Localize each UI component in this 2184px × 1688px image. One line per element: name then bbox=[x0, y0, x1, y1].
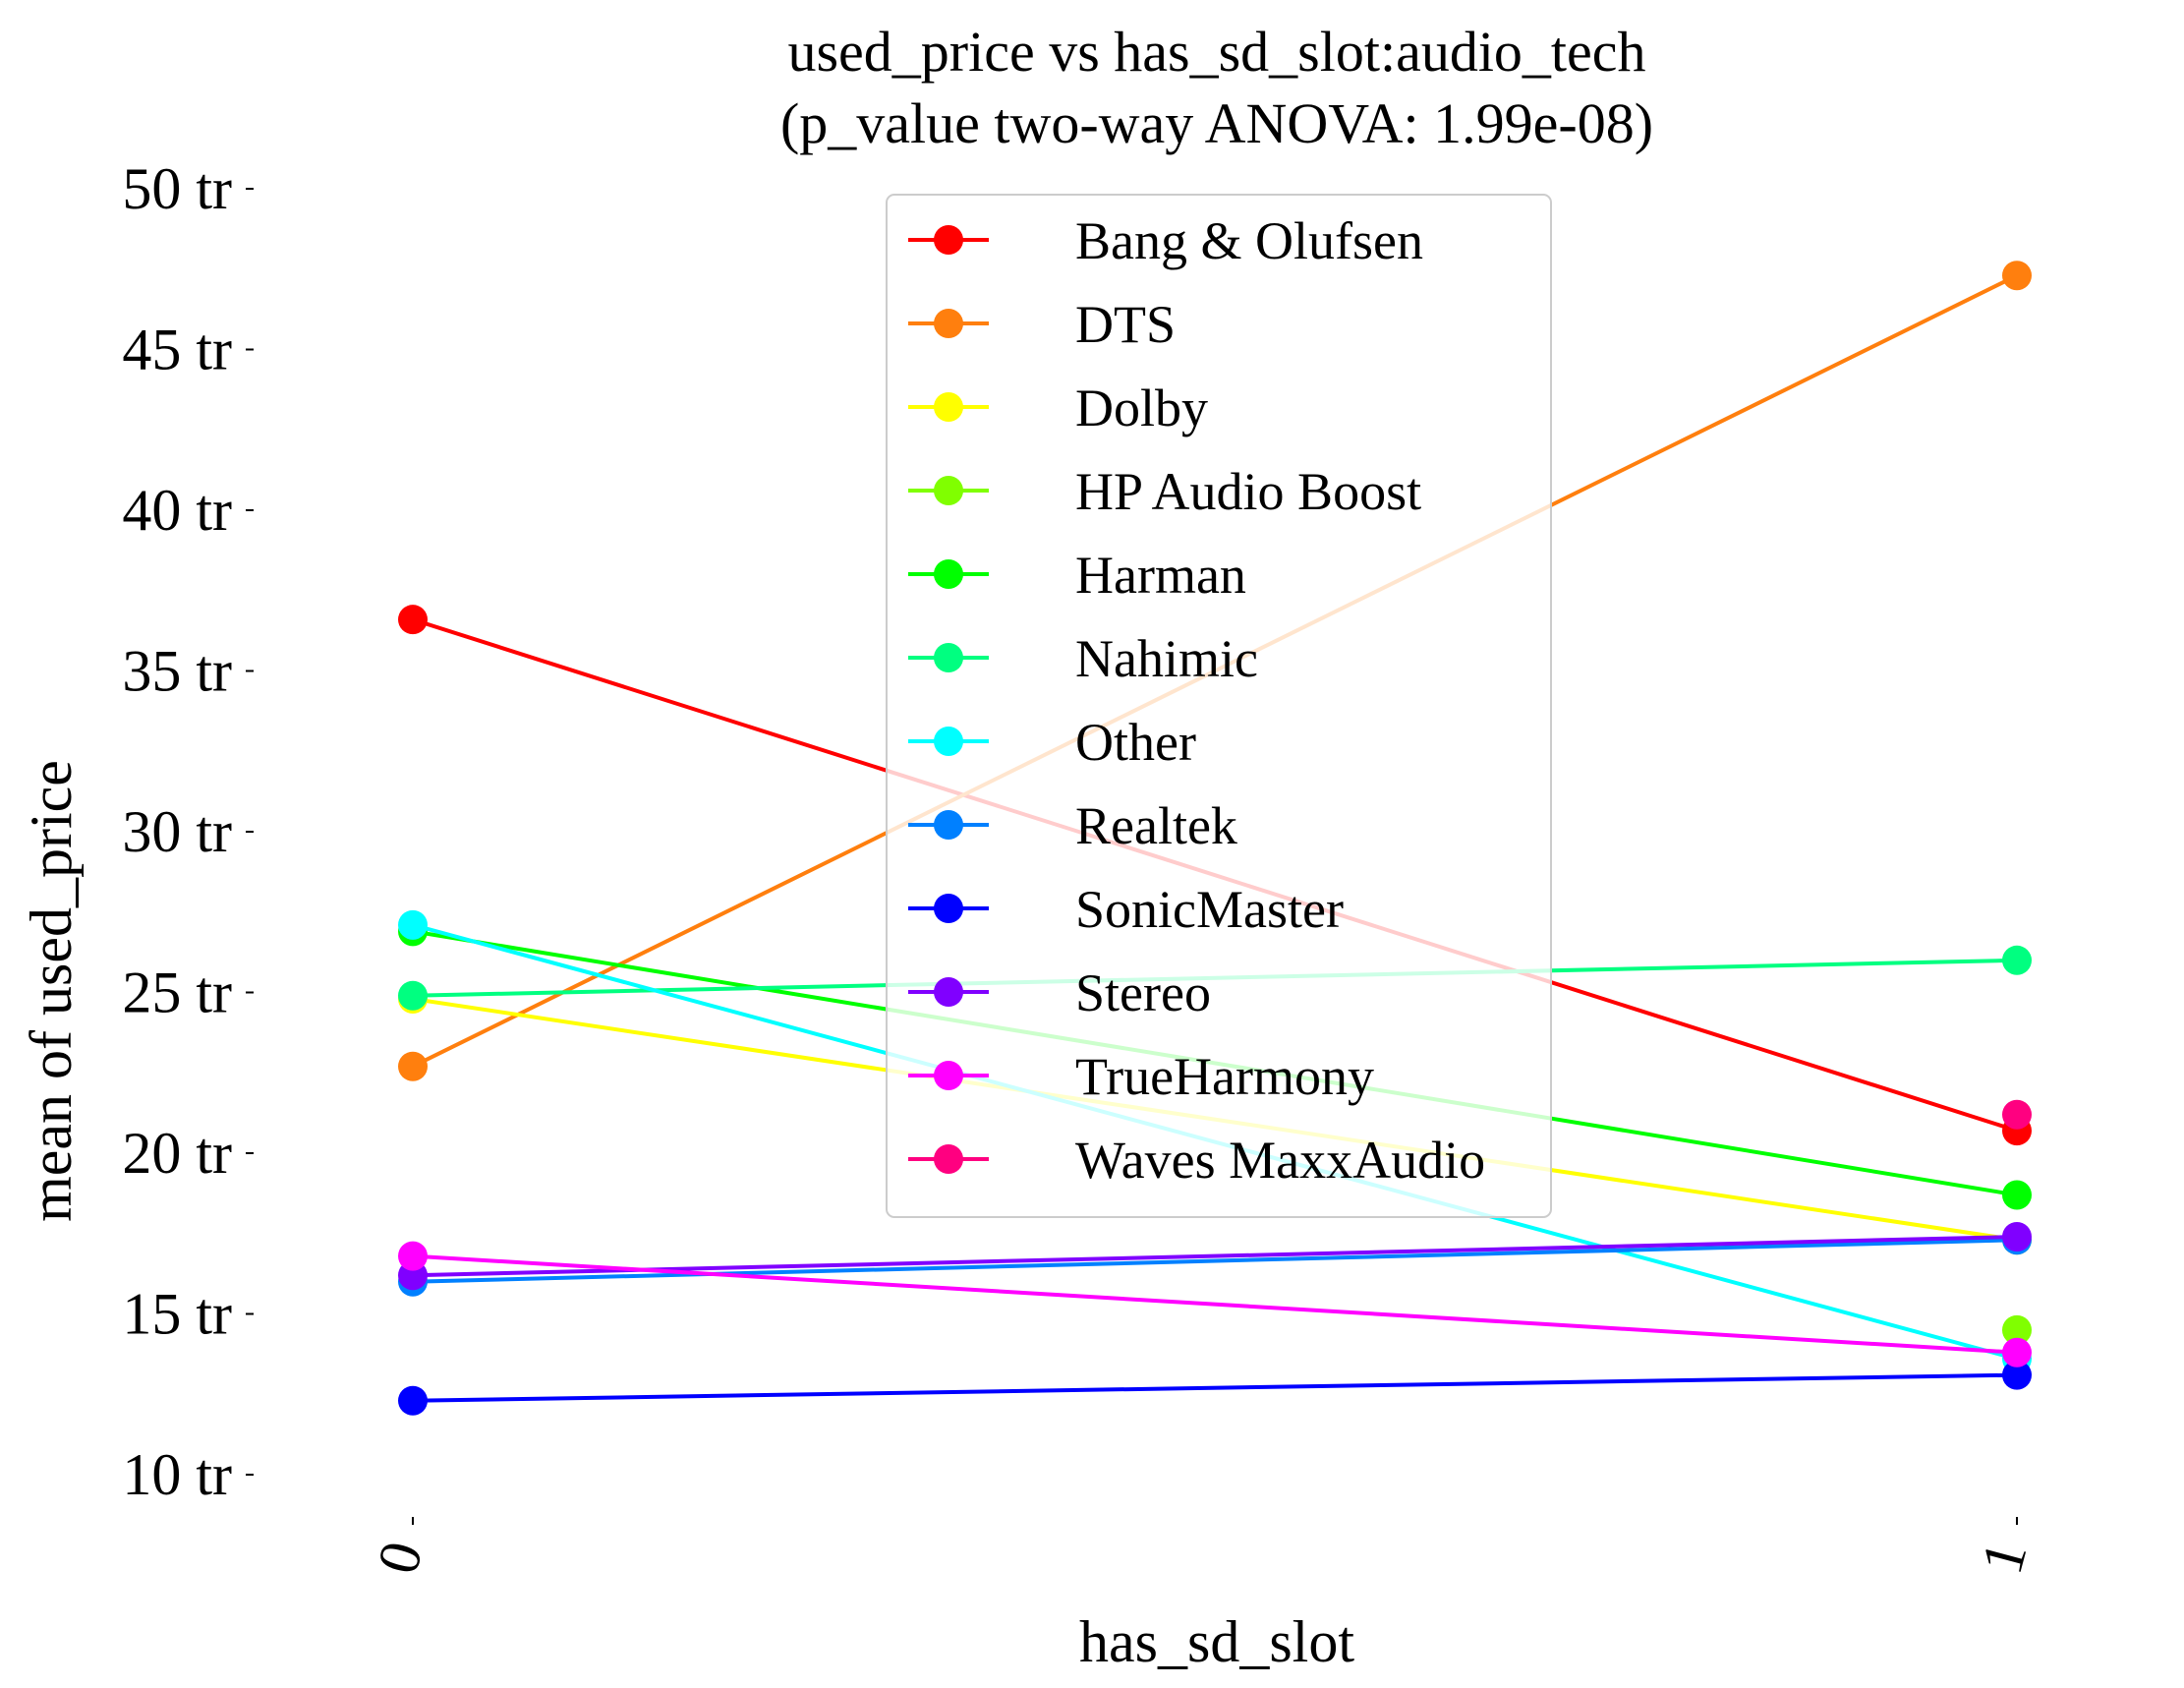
data-point bbox=[2002, 1337, 2032, 1368]
legend-marker bbox=[934, 1061, 963, 1090]
y-axis-label: mean of used_price bbox=[19, 760, 84, 1222]
legend-label: Other bbox=[1075, 713, 1196, 772]
legend-box bbox=[886, 194, 1552, 1218]
y-tick-label: 35 tr bbox=[122, 639, 232, 704]
legend-label: TrueHarmony bbox=[1075, 1047, 1374, 1106]
series-group bbox=[398, 1222, 2032, 1291]
series-group bbox=[2002, 1314, 2032, 1345]
legend-label: Waves MaxxAudio bbox=[1075, 1131, 1485, 1190]
data-point bbox=[398, 1241, 428, 1271]
legend-label: DTS bbox=[1075, 295, 1176, 354]
legend-label: HP Audio Boost bbox=[1075, 462, 1421, 521]
y-tick-label: 45 tr bbox=[122, 318, 232, 382]
data-point bbox=[2002, 1222, 2032, 1252]
data-point bbox=[398, 909, 428, 940]
data-point bbox=[2002, 261, 2032, 291]
legend-marker bbox=[934, 1144, 963, 1174]
series-line bbox=[412, 1372, 2018, 1403]
series-group bbox=[398, 1225, 2032, 1297]
legend-label: Stereo bbox=[1075, 963, 1211, 1022]
y-tick-label: 25 tr bbox=[122, 960, 232, 1025]
series-group bbox=[2002, 1099, 2032, 1130]
series-line bbox=[412, 1253, 2018, 1355]
legend-label: Dolby bbox=[1075, 378, 1208, 437]
data-point bbox=[398, 1051, 428, 1081]
y-tick-label: 40 tr bbox=[122, 478, 232, 543]
x-tick-label: 0 bbox=[365, 1535, 435, 1580]
legend: Bang & Olufsen DTS Dolby HP Audio Boost Harm… bbox=[886, 194, 1552, 1218]
y-tick-label: 50 tr bbox=[122, 156, 232, 221]
data-point bbox=[2002, 1314, 2032, 1345]
data-point bbox=[398, 605, 428, 635]
y-tick-label: 15 tr bbox=[122, 1282, 232, 1347]
data-point bbox=[398, 1385, 428, 1416]
legend-marker bbox=[934, 727, 963, 756]
legend-marker bbox=[934, 476, 963, 505]
x-axis-label: has_sd_slot bbox=[1079, 1609, 1354, 1674]
data-point bbox=[2002, 1099, 2032, 1130]
y-axis: 10 tr 15 tr 20 tr 25 tr 30 tr 35 tr 40 tr 45 tr… bbox=[122, 156, 254, 1507]
legend-marker bbox=[934, 309, 963, 338]
legend-marker bbox=[934, 225, 963, 255]
legend-marker bbox=[934, 559, 963, 589]
data-point bbox=[398, 980, 428, 1011]
legend-marker bbox=[934, 977, 963, 1007]
series-group bbox=[398, 1241, 2032, 1368]
chart-subtitle: (p_value two-way ANOVA: 1.99e-08) bbox=[780, 91, 1653, 155]
legend-marker bbox=[934, 810, 963, 840]
legend-label: SonicMaster bbox=[1075, 880, 1344, 939]
series-group bbox=[398, 1360, 2032, 1416]
legend-label: Nahimic bbox=[1075, 629, 1258, 688]
data-point bbox=[2002, 1360, 2032, 1390]
legend-marker bbox=[934, 392, 963, 422]
legend-label: Harman bbox=[1075, 546, 1246, 605]
series-line bbox=[412, 1235, 2018, 1278]
data-point bbox=[2002, 945, 2032, 975]
legend-label: Realtek bbox=[1075, 796, 1237, 855]
data-point bbox=[2002, 1180, 2032, 1210]
y-tick-label: 20 tr bbox=[122, 1121, 232, 1186]
y-tick-label: 30 tr bbox=[122, 799, 232, 864]
y-tick-label: 10 tr bbox=[122, 1442, 232, 1507]
legend-marker bbox=[934, 643, 963, 672]
chart-title: used_price vs has_sd_slot:audio_tech bbox=[787, 20, 1645, 84]
legend-label: Bang & Olufsen bbox=[1075, 211, 1423, 270]
legend-marker bbox=[934, 894, 963, 923]
series-line bbox=[412, 1238, 2018, 1284]
x-tick-label: 1 bbox=[1969, 1535, 2040, 1580]
